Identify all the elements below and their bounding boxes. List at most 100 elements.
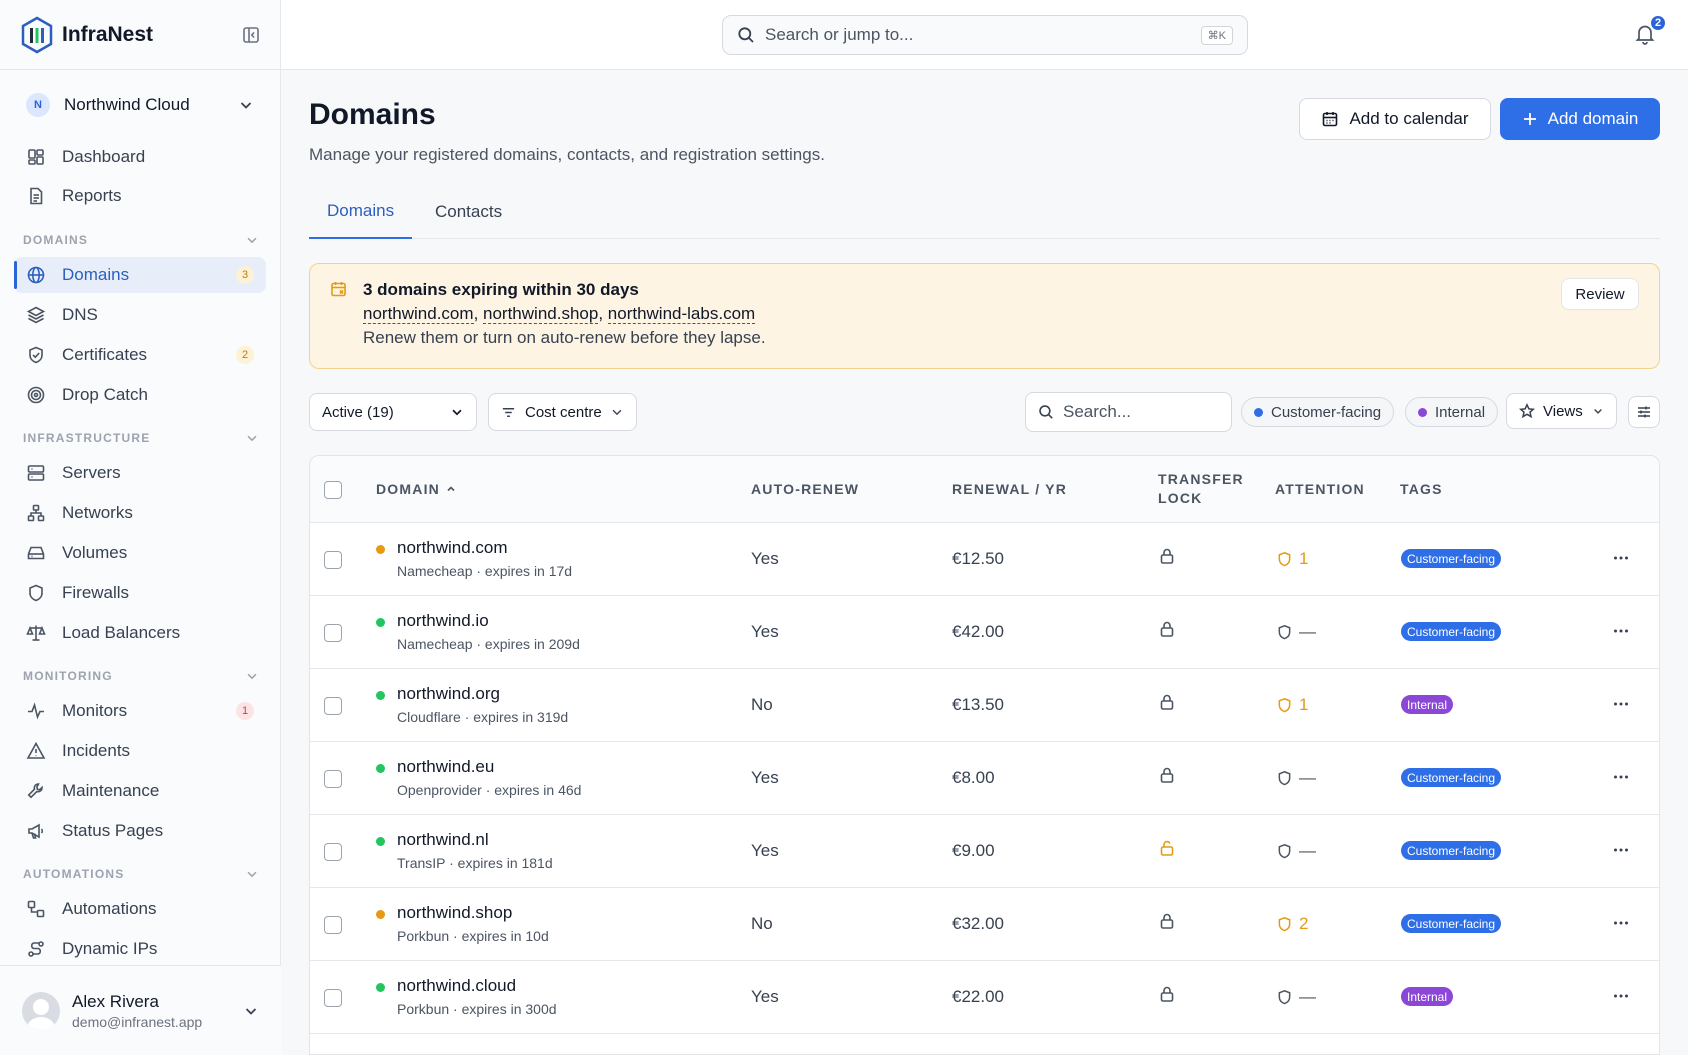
shield-icon <box>26 583 46 603</box>
tag-color-dot <box>1254 407 1263 417</box>
nav-item-drop-catch[interactable]: Drop Catch <box>14 377 266 413</box>
more-actions-icon[interactable] <box>1612 695 1630 713</box>
nav-item-certificates[interactable]: Certificates 2 <box>14 337 266 373</box>
tag-chip-internal[interactable]: Internal <box>1405 397 1499 427</box>
nav-item-maintenance[interactable]: Maintenance <box>14 773 266 809</box>
views-dropdown[interactable]: Views <box>1506 393 1617 429</box>
domain-link[interactable]: northwind.com <box>363 304 474 324</box>
search-icon <box>1038 404 1054 420</box>
row-checkbox[interactable] <box>324 916 342 934</box>
table-row[interactable]: northwind.eu Openprovider · expires in 4… <box>310 742 1659 815</box>
bell-icon[interactable] <box>1635 23 1655 45</box>
count-badge: 1 <box>236 702 254 720</box>
nav-item-dns[interactable]: DNS <box>14 297 266 333</box>
domain-meta: Porkbun · expires in 300d <box>397 1001 557 1017</box>
table-search[interactable] <box>1025 392 1232 432</box>
renewal-price: €9.00 <box>952 841 995 860</box>
nav-item-monitors[interactable]: Monitors 1 <box>14 693 266 729</box>
domain-link[interactable]: northwind-labs.com <box>607 304 756 324</box>
org-switcher[interactable]: N Northwind Cloud <box>0 70 280 140</box>
table-search-input[interactable] <box>1063 402 1213 422</box>
domain-name[interactable]: northwind.shop <box>397 903 513 922</box>
column-header-attention[interactable]: ATTENTION <box>1275 481 1365 497</box>
nav-item-dashboard[interactable]: Dashboard <box>14 139 266 175</box>
count-badge: 3 <box>236 266 254 284</box>
attention-indicator: — <box>1277 987 1316 1007</box>
more-actions-icon[interactable] <box>1612 987 1630 1005</box>
nav-item-volumes[interactable]: Volumes <box>14 535 266 571</box>
global-search[interactable]: ⌘K <box>722 15 1248 55</box>
scale-icon <box>26 623 46 643</box>
attention-indicator: — <box>1277 622 1316 642</box>
infranest-logo-icon <box>20 16 54 54</box>
status-select[interactable]: Active (19) <box>309 393 477 431</box>
nav-item-automations[interactable]: Automations <box>14 891 266 927</box>
renewal-price: €42.00 <box>952 622 1004 641</box>
tab-contacts[interactable]: Contacts <box>435 202 503 221</box>
table-row[interactable]: northwind.io Namecheap · expires in 209d… <box>310 596 1659 669</box>
nav-item-servers[interactable]: Servers <box>14 455 266 491</box>
collapse-sidebar-icon[interactable] <box>242 26 260 44</box>
table-row[interactable]: northwind.nl TransIP · expires in 181d Y… <box>310 815 1659 888</box>
row-checkbox[interactable] <box>324 551 342 569</box>
nav-section-domains[interactable]: DOMAINS <box>23 233 259 247</box>
nav-item-networks[interactable]: Networks <box>14 495 266 531</box>
table-row[interactable]: northwind.cloud Porkbun · expires in 300… <box>310 961 1659 1034</box>
add-to-calendar-button[interactable]: Add to calendar <box>1299 98 1491 140</box>
table-row[interactable]: northwind.shop Porkbun · expires in 10d … <box>310 888 1659 961</box>
add-domain-button[interactable]: Add domain <box>1500 98 1660 140</box>
shield-icon <box>1277 697 1299 714</box>
domain-name[interactable]: northwind.cloud <box>397 976 517 995</box>
column-header-domain[interactable]: DOMAIN <box>376 481 456 497</box>
chevron-down-icon <box>245 867 259 881</box>
more-actions-icon[interactable] <box>1612 841 1630 859</box>
activity-icon <box>26 701 46 721</box>
row-checkbox[interactable] <box>324 989 342 1007</box>
column-header-transfer-lock[interactable]: TRANSFER LOCK <box>1158 471 1244 506</box>
nav-item-reports[interactable]: Reports <box>14 178 266 214</box>
auto-renew-value: Yes <box>751 768 779 787</box>
nav-item-load-balancers[interactable]: Load Balancers <box>14 615 266 651</box>
nav-item-firewalls[interactable]: Firewalls <box>14 575 266 611</box>
column-header-renewal[interactable]: RENEWAL / YR <box>952 481 1068 497</box>
domain-name[interactable]: northwind.eu <box>397 757 495 776</box>
domain-name[interactable]: northwind.nl <box>397 830 489 849</box>
select-all-checkbox[interactable] <box>324 481 342 499</box>
review-button[interactable]: Review <box>1561 278 1639 310</box>
domain-name[interactable]: northwind.org <box>397 684 501 703</box>
nav-section-infrastructure[interactable]: INFRASTRUCTURE <box>23 431 259 445</box>
domain-name[interactable]: northwind.io <box>397 611 489 630</box>
more-actions-icon[interactable] <box>1612 914 1630 932</box>
tab-domains[interactable]: Domains <box>309 185 413 239</box>
column-settings-button[interactable] <box>1628 396 1660 428</box>
user-menu[interactable]: Alex Rivera demo@infranest.app <box>0 965 281 1055</box>
table-row[interactable]: northwind.com Namecheap · expires in 17d… <box>310 523 1659 596</box>
domain-link[interactable]: northwind.shop <box>483 304 599 324</box>
nav-item-dynamic-ips[interactable]: Dynamic IPs <box>14 931 266 967</box>
column-header-tags[interactable]: TAGS <box>1400 481 1443 497</box>
nav-item-domains[interactable]: Domains 3 <box>14 257 266 293</box>
cost-centre-filter[interactable]: Cost centre <box>488 393 637 431</box>
domain-name[interactable]: northwind.com <box>397 538 508 557</box>
global-search-input[interactable] <box>765 25 1201 45</box>
column-header-auto-renew[interactable]: AUTO-RENEW <box>751 481 860 497</box>
nav-section-monitoring[interactable]: MONITORING <box>23 669 259 683</box>
more-actions-icon[interactable] <box>1612 768 1630 786</box>
shield-icon <box>1277 624 1299 641</box>
calendar-warning-icon <box>330 280 348 298</box>
star-icon <box>1519 403 1535 419</box>
more-actions-icon[interactable] <box>1612 549 1630 567</box>
nav-label: Firewalls <box>62 583 130 602</box>
tag-chip-customer-facing[interactable]: Customer-facing <box>1241 397 1395 427</box>
more-actions-icon[interactable] <box>1612 622 1630 640</box>
table-row[interactable]: northwind.org Cloudflare · expires in 31… <box>310 669 1659 742</box>
nav-item-incidents[interactable]: Incidents <box>14 733 266 769</box>
unlock-icon <box>1159 839 1175 857</box>
nav-item-status-pages[interactable]: Status Pages <box>14 813 266 849</box>
row-checkbox[interactable] <box>324 697 342 715</box>
row-checkbox[interactable] <box>324 770 342 788</box>
nav-section-automations[interactable]: AUTOMATIONS <box>23 867 259 881</box>
row-checkbox[interactable] <box>324 843 342 861</box>
lock-icon <box>1159 985 1175 1003</box>
row-checkbox[interactable] <box>324 624 342 642</box>
